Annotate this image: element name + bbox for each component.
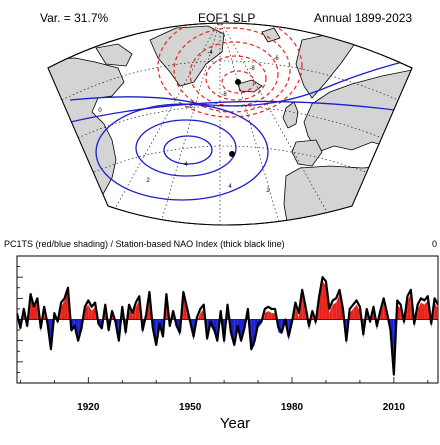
pc1ts-segment (421, 303, 424, 320)
contour-label: -8 (221, 92, 227, 98)
pc1ts-segment (323, 281, 326, 319)
x-tick-label: 1980 (281, 402, 304, 413)
timeseries-plot: 1920 1950 1980 2010 Year (17, 256, 438, 432)
sector-map: -4 -6 -8 -8 -6 2 2 4 4 0 (40, 15, 420, 240)
azores-station-marker (229, 151, 235, 157)
contour-label: -6 (187, 104, 193, 110)
x-tick-label: 2010 (383, 402, 406, 413)
timeseries-header-right: 0 (432, 239, 437, 249)
iceland-station-marker (235, 79, 241, 85)
contour-label: -4 (207, 50, 213, 56)
contour-label: -8 (249, 66, 255, 72)
pc1ts-segment (333, 303, 336, 320)
timeseries-header: PC1TS (red/blue shading) / Station-based… (4, 239, 285, 249)
contour-label: -6 (273, 56, 279, 62)
x-axis-label: Year (220, 415, 250, 432)
x-tick-label: 1920 (77, 402, 100, 413)
x-tick-label: 1950 (179, 402, 202, 413)
land-africa (284, 166, 420, 240)
pc1ts-segment (272, 313, 275, 319)
variance-label: Var. = 31.7% (40, 11, 108, 25)
period-label: Annual 1899-2023 (314, 11, 412, 25)
